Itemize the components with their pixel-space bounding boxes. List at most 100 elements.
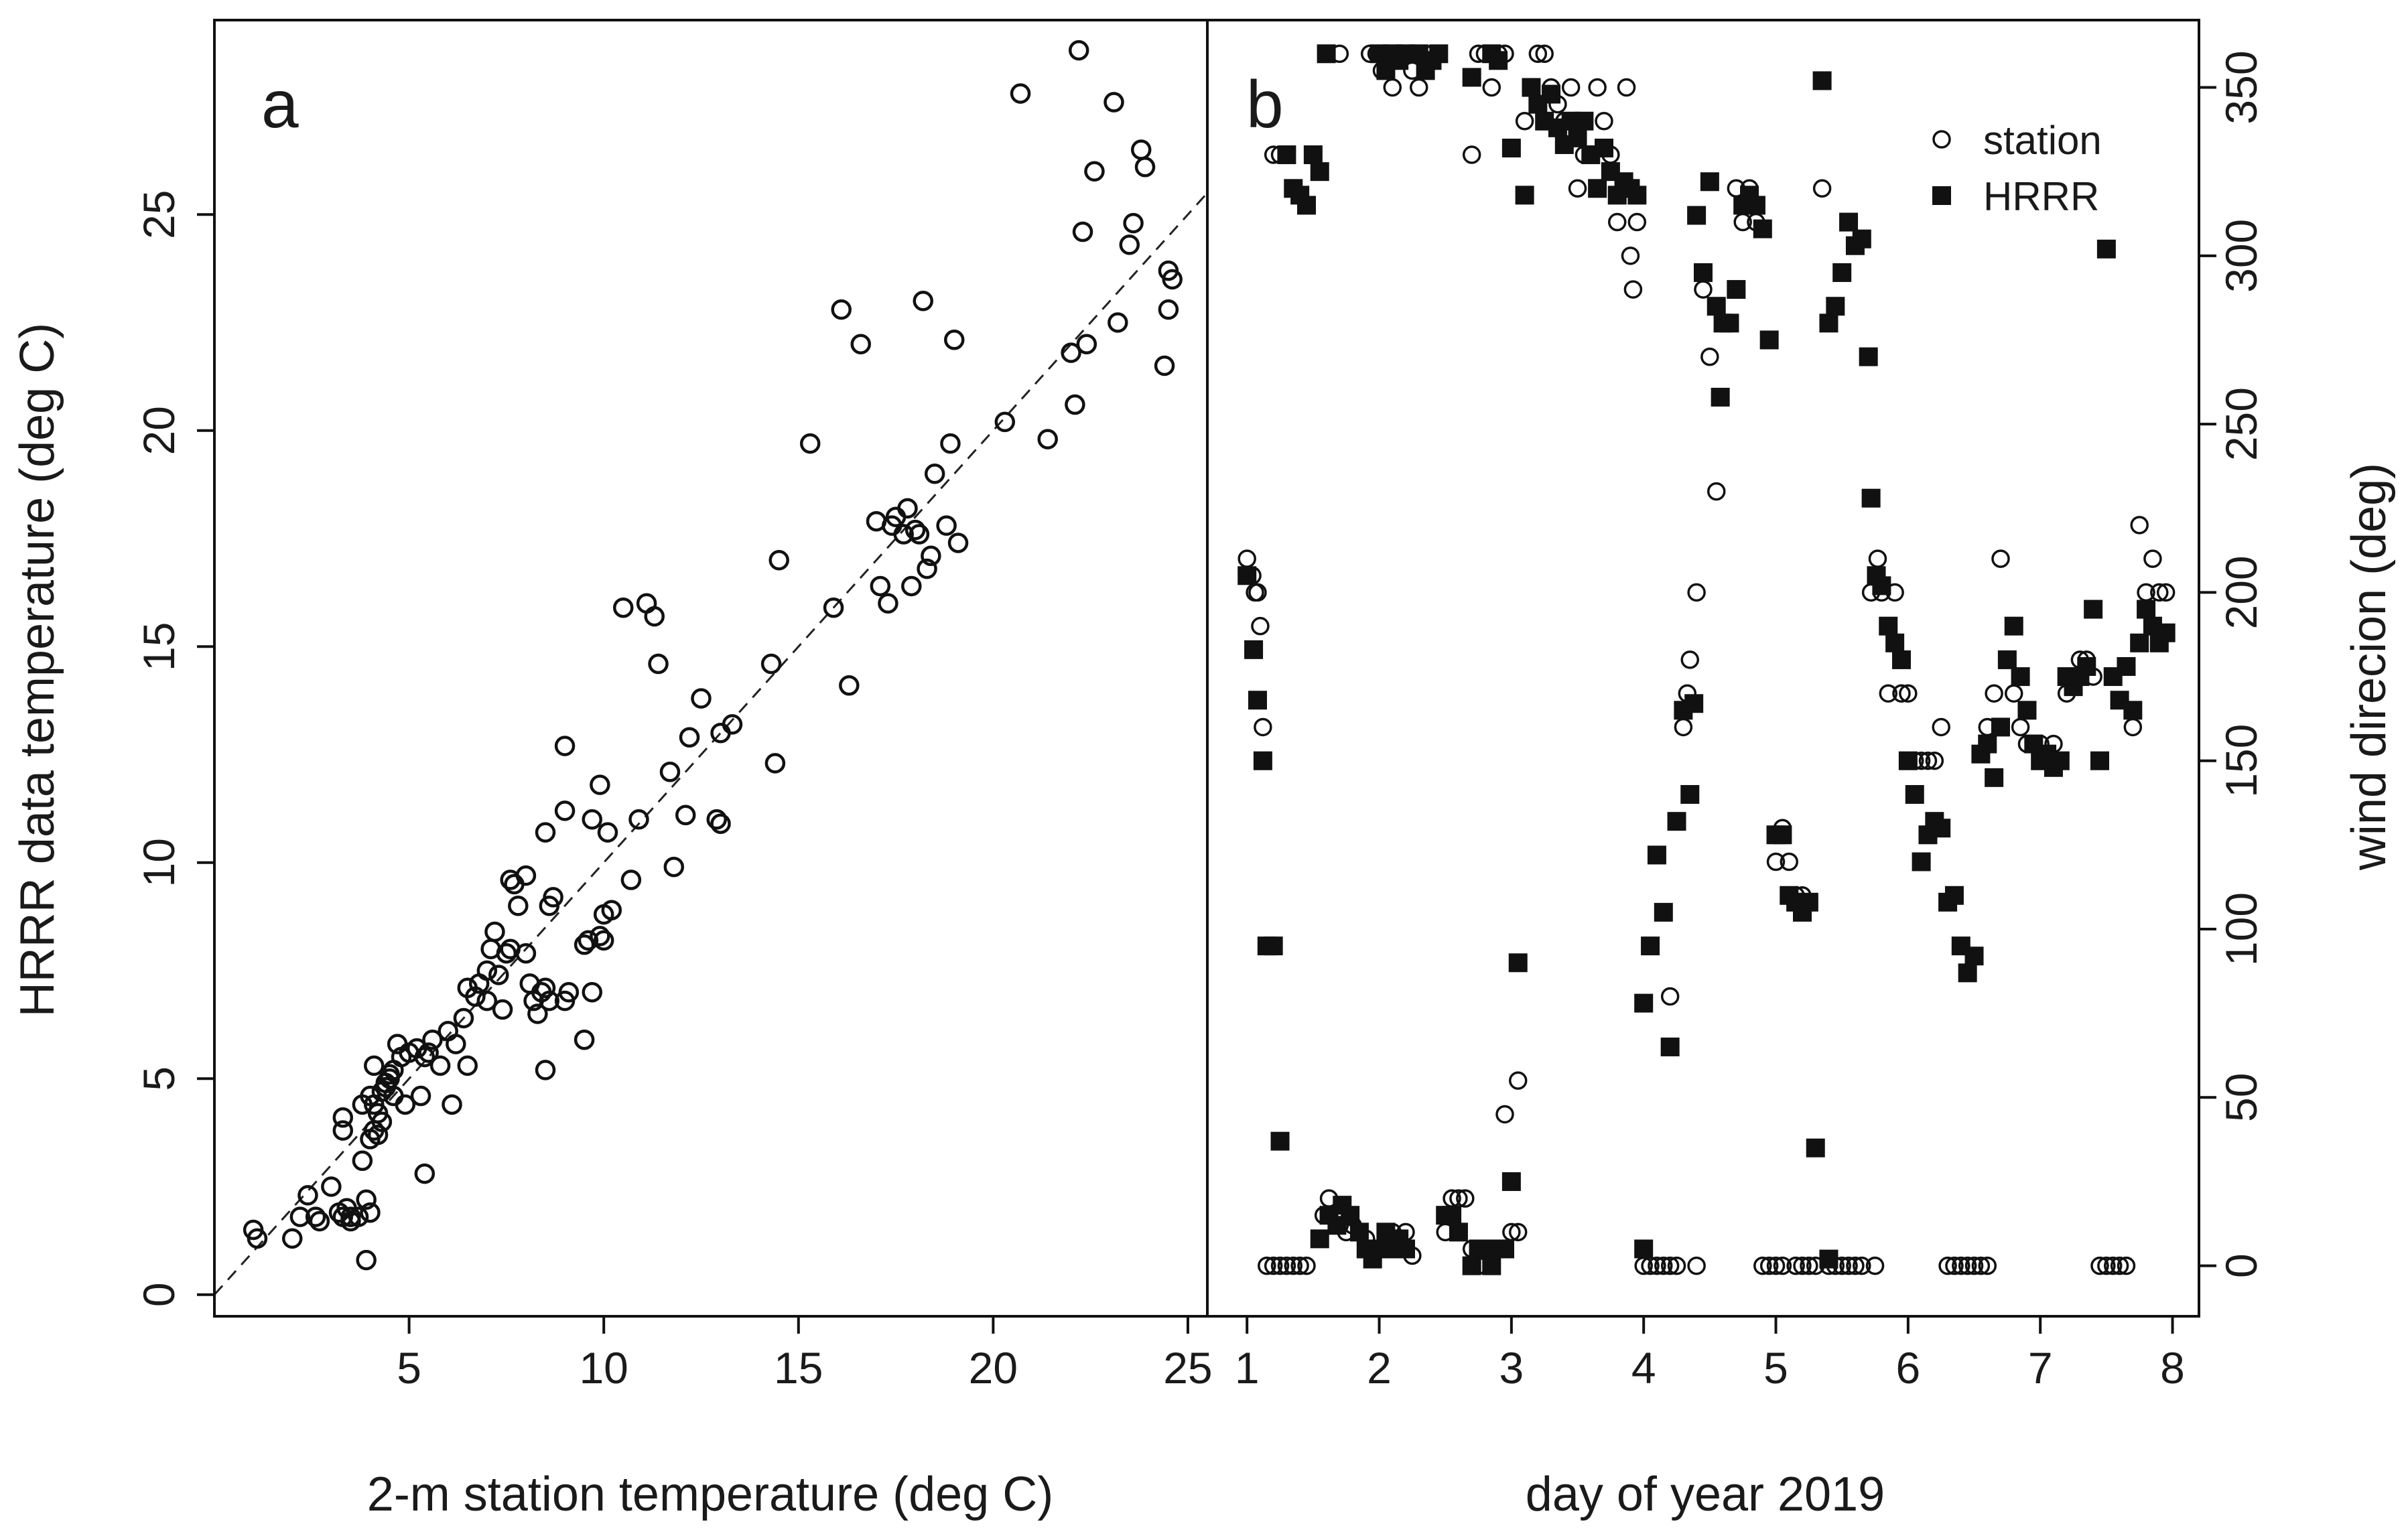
station-point — [1846, 1256, 1865, 1275]
station-point — [1853, 1256, 1871, 1275]
panel-a-point — [535, 977, 556, 999]
hrrr-point — [1707, 297, 1726, 316]
panel-b-right-y-axis: 0 50 100 150 200 250 300 350 — [2199, 50, 2266, 1278]
hrrr-point — [1482, 1256, 1501, 1275]
station-point — [1812, 179, 1832, 198]
station-point — [1290, 1256, 1309, 1275]
station-point — [1687, 1256, 1706, 1275]
hrrr-point — [1501, 138, 1521, 157]
panel-a-point — [917, 558, 937, 579]
station-point — [2143, 549, 2162, 568]
panel-b-y-tick-label: 150 — [2216, 724, 2266, 798]
hrrr-point — [1341, 1206, 1360, 1225]
panel-b-points — [1238, 44, 2176, 1275]
panel-a-point — [1037, 429, 1058, 449]
panel-a-x-axis: 5 10 15 20 25 — [397, 1316, 1213, 1393]
station-point — [1945, 1256, 1964, 1275]
hrrr-point — [1720, 313, 1739, 333]
panel-a-point — [305, 1206, 326, 1227]
station-point — [1786, 1256, 1805, 1275]
station-point — [2110, 1256, 2129, 1275]
hrrr-point — [1812, 71, 1832, 90]
panel-b-x-tick-label: 2 — [1367, 1343, 1392, 1393]
station-point — [1284, 1256, 1303, 1275]
hrrr-point — [2137, 600, 2156, 619]
station-point — [1595, 112, 1613, 131]
station-point — [1991, 549, 2010, 568]
station-point — [1607, 212, 1627, 232]
panel-a-point — [446, 1034, 466, 1054]
hrrr-point — [1654, 902, 1673, 922]
panel-a-point — [943, 330, 965, 350]
hrrr-point — [2090, 751, 2109, 770]
station-point — [1508, 1071, 1528, 1090]
panel-a-point — [332, 1107, 354, 1128]
hrrr-point — [1248, 691, 1267, 710]
panel-a-point — [340, 1206, 361, 1227]
station-point — [1759, 1256, 1779, 1275]
panel-a-point — [1076, 334, 1097, 354]
panel-a-point — [679, 727, 700, 748]
station-point — [1865, 1256, 1885, 1275]
panel-a-point — [360, 1202, 381, 1223]
panel-b-x-axis-title: day of year 2019 — [1526, 1468, 1885, 1521]
panel-a-point — [492, 999, 513, 1020]
panel-a-point — [994, 411, 1016, 433]
hrrr-point — [2130, 633, 2149, 652]
hrrr-point — [1944, 886, 1964, 905]
panel-a-point — [543, 887, 563, 908]
station-point — [1456, 1189, 1475, 1208]
station-point — [1528, 44, 1548, 64]
panel-a-point — [535, 1060, 556, 1080]
panel-a-point — [476, 960, 498, 981]
panel-a-letter: a — [261, 67, 299, 142]
panel-a-y-axis-title: HRRR data temperature (deg C) — [11, 323, 64, 1017]
hrrr-point — [1687, 206, 1707, 225]
panel-a-point — [418, 1042, 439, 1063]
hrrr-point — [2004, 616, 2023, 636]
hrrr-point — [1270, 1131, 1290, 1151]
hrrr-point — [2017, 701, 2037, 720]
station-point — [1648, 1256, 1666, 1275]
legend-hrrr-marker — [1932, 186, 1951, 205]
hrrr-point — [1277, 145, 1296, 165]
hrrr-point — [1634, 1239, 1654, 1259]
station-point — [1952, 1256, 1970, 1275]
station-point — [1707, 482, 1726, 501]
panel-a-y-axis: 0 5 10 15 20 25 — [134, 190, 214, 1307]
station-point — [1508, 1222, 1528, 1242]
panel-a-point — [601, 900, 622, 920]
panel-a-point — [924, 464, 945, 484]
hrrr-point — [1832, 263, 1852, 282]
panel-a-y-tick-label: 15 — [134, 622, 184, 671]
hrrr-point — [1443, 1206, 1462, 1225]
panel-a-point — [659, 762, 681, 782]
panel-a-point — [1119, 234, 1140, 255]
station-point — [1879, 684, 1898, 703]
panel-a-points — [243, 40, 1183, 1271]
panel-a-point — [597, 822, 618, 843]
hrrr-point — [1711, 387, 1730, 407]
hrrr-point — [1680, 784, 1700, 804]
station-point — [1515, 112, 1534, 131]
hrrr-point — [1985, 768, 2004, 787]
panel-a-point — [722, 714, 743, 735]
hrrr-point — [1991, 717, 2010, 737]
panel-a-x-tick-label: 15 — [774, 1343, 823, 1393]
panel-b-x-tick-label: 8 — [2160, 1343, 2185, 1393]
station-point — [1687, 583, 1706, 602]
station-point — [2090, 1256, 2109, 1275]
panel-a: 5 10 15 20 25 0 5 10 15 20 25 a 2-m station tempe… — [11, 19, 1213, 1521]
panel-a-y-tick-label: 25 — [134, 190, 184, 239]
station-point — [1623, 280, 1643, 299]
panel-a-point — [710, 813, 731, 834]
panel-a-point — [375, 1076, 396, 1098]
hrrr-point — [1396, 1239, 1415, 1259]
panel-a-point — [1061, 342, 1081, 363]
panel-a-point — [878, 593, 898, 614]
station-point — [1251, 616, 1270, 636]
panel-a-point — [429, 1055, 451, 1076]
panel-a-point — [1108, 312, 1128, 333]
hrrr-point — [1508, 953, 1528, 973]
panel-a-point — [332, 1120, 354, 1141]
